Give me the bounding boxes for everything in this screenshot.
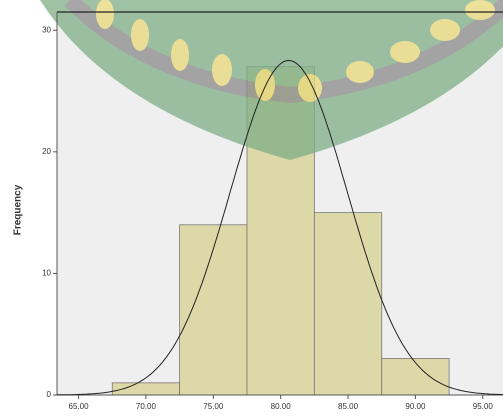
- y-axis-label: Frequency: [13, 184, 24, 235]
- x-tick-label: 65.00: [69, 402, 90, 411]
- y-tick-label: 10: [42, 269, 51, 278]
- x-tick-label: 85.00: [338, 402, 359, 411]
- x-tick-label: 70.00: [136, 402, 157, 411]
- y-tick-label: 30: [42, 25, 51, 34]
- bar: [314, 213, 381, 395]
- y-tick-label: 0: [47, 390, 52, 399]
- page: Frequency 0 10 20 30 65.00 70.00 75.00 80.00 85.…: [0, 0, 503, 416]
- x-tick-label: 75.00: [203, 402, 224, 411]
- bar: [382, 359, 449, 395]
- y-tick-label: 20: [42, 147, 51, 156]
- x-tick-label: 90.00: [405, 402, 426, 411]
- x-tick-label: 95.00: [473, 402, 494, 411]
- chart: Frequency 0 10 20 30 65.00 70.00 75.00 80.00 85.…: [0, 0, 503, 416]
- x-tick-label: 80.00: [271, 402, 292, 411]
